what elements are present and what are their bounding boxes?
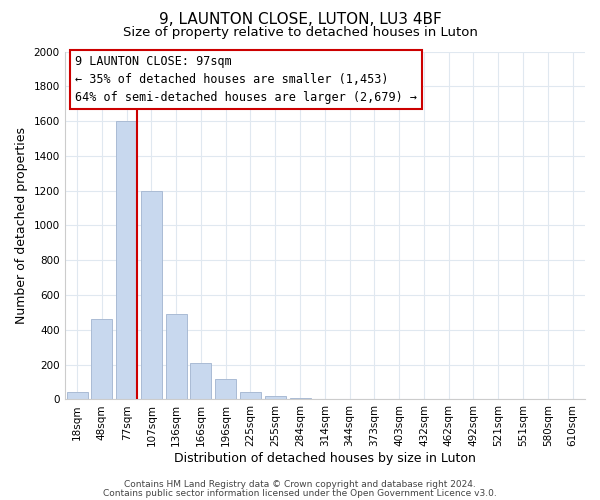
Bar xyxy=(116,121,137,400)
Text: 9, LAUNTON CLOSE, LUTON, LU3 4BF: 9, LAUNTON CLOSE, LUTON, LU3 4BF xyxy=(158,12,442,28)
Text: Contains public sector information licensed under the Open Government Licence v3: Contains public sector information licen… xyxy=(103,488,497,498)
Bar xyxy=(290,398,311,400)
Y-axis label: Number of detached properties: Number of detached properties xyxy=(15,127,28,324)
Bar xyxy=(67,392,88,400)
Text: Size of property relative to detached houses in Luton: Size of property relative to detached ho… xyxy=(122,26,478,39)
Bar xyxy=(91,320,112,400)
Bar xyxy=(215,380,236,400)
Bar xyxy=(240,392,261,400)
Text: 9 LAUNTON CLOSE: 97sqm
← 35% of detached houses are smaller (1,453)
64% of semi-: 9 LAUNTON CLOSE: 97sqm ← 35% of detached… xyxy=(75,55,417,104)
Bar xyxy=(166,314,187,400)
Bar xyxy=(141,190,162,400)
Bar xyxy=(265,396,286,400)
X-axis label: Distribution of detached houses by size in Luton: Distribution of detached houses by size … xyxy=(174,452,476,465)
Text: Contains HM Land Registry data © Crown copyright and database right 2024.: Contains HM Land Registry data © Crown c… xyxy=(124,480,476,489)
Bar xyxy=(190,363,211,400)
